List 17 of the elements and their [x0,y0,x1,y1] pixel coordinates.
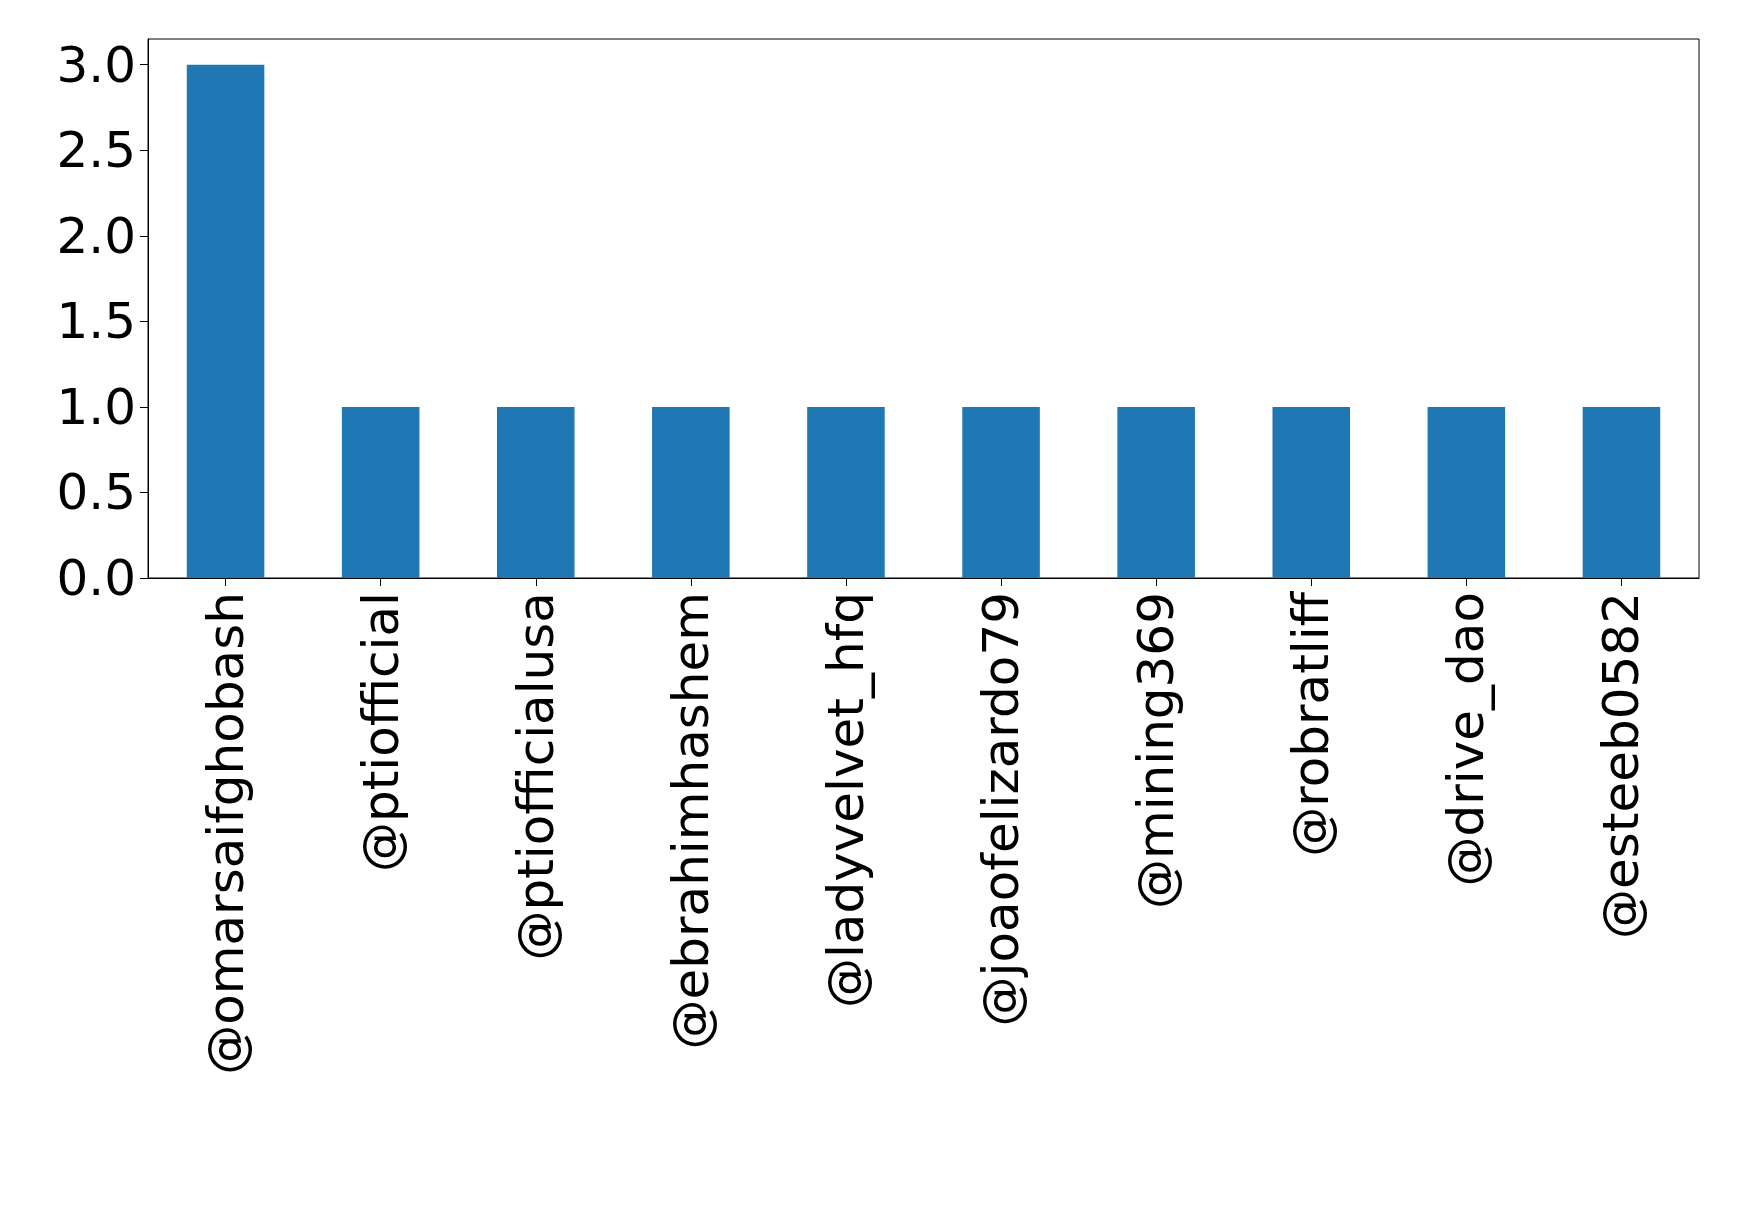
y-tick-label: 0.0 [56,549,136,607]
x-tick-label: @ebrahimhashem [661,592,720,1050]
x-tick-label: @omarsaifghobash [196,592,255,1075]
y-tick-label: 1.0 [56,377,136,436]
x-tick-label: @ladyvelvet_hfq [816,592,875,1009]
y-tick-label: 3.0 [56,35,136,94]
y-tick-label: 1.5 [56,292,136,351]
x-tick-label: @mining369 [1127,592,1186,910]
x-tick-label: @drive_dao [1437,592,1496,887]
x-tick-label: @esteeb0582 [1592,592,1651,939]
x-tick-label: @ptiofficial [351,592,410,873]
x-tick-label: @ptiofficialusa [506,592,565,961]
y-tick-label: 2.0 [56,206,136,265]
x-tick-label: @robratliff [1282,590,1341,857]
x-tick-label: @joaofelizardo79 [972,592,1031,1027]
y-tick-label: 0.5 [56,463,136,522]
y-tick-label: 2.5 [56,121,136,180]
